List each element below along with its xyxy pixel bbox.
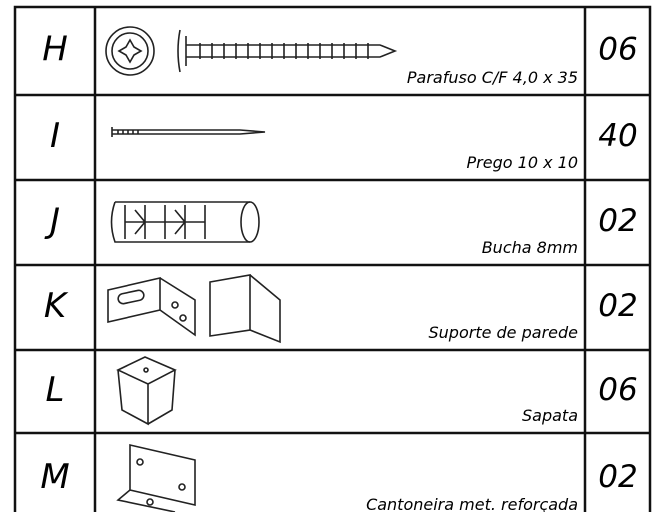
part-quantity: 02 (598, 288, 637, 324)
corner-icon (116, 443, 196, 512)
part-quantity: 02 (598, 459, 637, 495)
part-letter: I (50, 116, 60, 156)
nail-icon (111, 127, 266, 137)
foot-icon (116, 356, 177, 426)
part-letter: K (44, 286, 69, 326)
bracket-icon (107, 274, 281, 344)
part-letter: H (42, 30, 68, 70)
part-name: Suporte de parede (429, 323, 579, 342)
part-quantity: 02 (598, 203, 637, 239)
part-quantity: 40 (598, 118, 637, 154)
table-grid (13, 5, 652, 512)
part-letter: L (46, 370, 65, 410)
part-name: Parafuso C/F 4,0 x 35 (407, 68, 578, 87)
part-name: Bucha 8mm (482, 238, 578, 257)
part-quantity: 06 (598, 372, 637, 408)
part-name: Prego 10 x 10 (467, 153, 578, 172)
anchor-icon (110, 201, 260, 243)
part-letter: M (40, 457, 69, 497)
part-name: Cantoneira met. reforçada (366, 495, 578, 512)
part-name: Sapata (522, 406, 578, 425)
table-rows: H Parafuso C/F 4,0 x 35 06 I Prego 10 x 10 40… (40, 30, 637, 512)
screw-icon (105, 26, 398, 76)
part-letter: J (44, 201, 60, 241)
part-quantity: 06 (598, 32, 637, 68)
